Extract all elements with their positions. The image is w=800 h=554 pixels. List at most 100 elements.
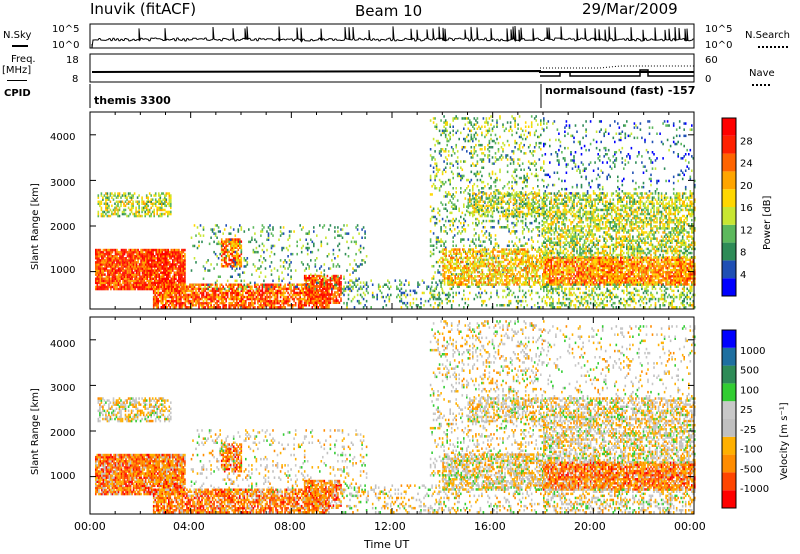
data-cell	[227, 249, 229, 252]
data-cell	[98, 211, 100, 214]
data-cell	[465, 214, 467, 217]
data-cell	[445, 134, 447, 137]
data-cell	[328, 267, 330, 270]
data-cell	[161, 306, 163, 309]
data-cell	[268, 296, 270, 299]
data-cell	[469, 140, 471, 143]
data-cell	[321, 271, 323, 274]
data-cell	[177, 290, 179, 293]
data-cell	[446, 302, 448, 305]
data-cell	[501, 226, 503, 229]
data-cell	[228, 298, 230, 301]
data-cell	[209, 306, 211, 309]
data-cell	[241, 226, 243, 229]
data-cell	[275, 290, 277, 293]
data-cell	[376, 294, 378, 297]
data-cell	[542, 167, 544, 170]
data-cell	[458, 286, 460, 289]
data-cell	[152, 249, 154, 252]
data-cell	[478, 245, 480, 248]
data-cell	[517, 220, 519, 223]
data-cell	[272, 284, 274, 287]
data-cell	[278, 300, 280, 303]
data-cell	[489, 140, 491, 143]
data-cell	[520, 177, 522, 180]
data-cell	[301, 251, 303, 254]
data-cell	[324, 263, 326, 266]
data-cell	[446, 210, 448, 213]
data-cell	[260, 255, 262, 258]
data-cell	[301, 298, 303, 301]
data-cell	[328, 283, 330, 286]
data-cell	[439, 179, 441, 182]
data-cell	[315, 263, 317, 266]
data-cell	[172, 249, 174, 252]
data-cell	[455, 132, 457, 135]
data-cell	[238, 284, 240, 287]
data-cell	[250, 302, 252, 305]
data-cell	[448, 271, 450, 274]
data-cell	[146, 194, 148, 197]
data-cell	[230, 253, 232, 256]
data-cell	[290, 253, 292, 256]
data-cell	[156, 207, 158, 210]
data-cell	[451, 230, 453, 233]
data-cell	[523, 175, 525, 178]
data-cell	[315, 288, 317, 291]
data-cell	[537, 240, 539, 243]
data-cell	[155, 192, 157, 195]
data-cell	[387, 286, 389, 289]
data-cell	[452, 164, 454, 167]
data-cell	[487, 144, 489, 147]
data-cell	[125, 213, 127, 216]
data-cell	[523, 152, 525, 155]
data-cell	[443, 126, 445, 129]
data-cell	[241, 280, 243, 283]
data-cell	[463, 222, 465, 225]
data-cell	[520, 169, 522, 172]
data-cell	[108, 211, 110, 214]
data-cell	[452, 130, 454, 133]
data-cell	[433, 232, 435, 235]
data-cell	[490, 134, 492, 137]
data-cell	[336, 284, 338, 287]
data-cell	[465, 160, 467, 163]
data-cell	[445, 181, 447, 184]
data-cell	[478, 144, 480, 147]
data-cell	[384, 300, 386, 303]
data-cell	[142, 249, 144, 252]
data-cell	[318, 249, 320, 252]
data-cell	[449, 136, 451, 139]
data-cell	[225, 259, 227, 262]
data-cell	[446, 138, 448, 141]
data-cell	[451, 277, 453, 280]
data-cell	[339, 277, 341, 280]
data-cell	[224, 247, 226, 250]
data-cell	[112, 249, 114, 252]
data-cell	[529, 169, 531, 172]
data-cell	[451, 162, 453, 165]
data-cell	[162, 249, 164, 252]
freq-tick-bottom: 8	[72, 74, 78, 85]
data-cell	[216, 224, 218, 227]
data-cell	[324, 291, 326, 294]
data-cell	[442, 203, 444, 206]
data-cell	[316, 282, 318, 285]
data-cell	[161, 192, 163, 195]
data-cell	[501, 146, 503, 149]
data-cell	[510, 126, 512, 129]
data-cell	[360, 245, 362, 248]
data-cell	[455, 187, 457, 190]
data-cell	[445, 248, 447, 251]
data-cell	[439, 150, 441, 153]
data-cell	[327, 255, 329, 258]
data-cell	[511, 294, 513, 297]
data-cell	[244, 296, 246, 299]
data-cell	[104, 194, 106, 197]
data-cell	[312, 251, 314, 254]
data-cell	[449, 193, 451, 196]
data-cell	[171, 278, 173, 281]
data-cell	[236, 280, 238, 283]
data-cell	[360, 251, 362, 254]
data-cell	[239, 259, 241, 262]
